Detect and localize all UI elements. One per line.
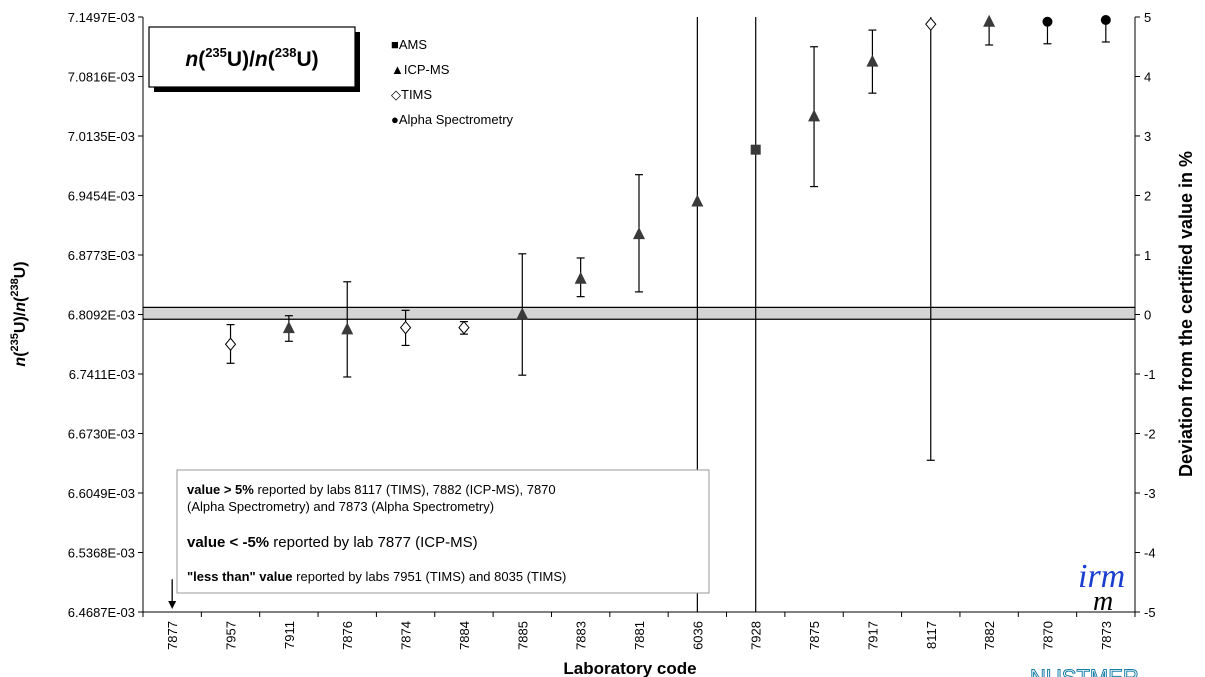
x-tick-label: 7957 <box>224 621 239 650</box>
less-than-arrow-head <box>168 601 177 610</box>
y-axis-title-right: Deviation from the certified value in % <box>1176 151 1196 477</box>
y-tick-label-left: 6.6049E-03 <box>68 486 135 501</box>
y-tick-label-left: 7.0816E-03 <box>68 70 135 85</box>
alpha-spectrometry-point <box>1100 14 1111 25</box>
x-tick-label: 7876 <box>340 621 355 650</box>
certified-band <box>143 307 1135 320</box>
x-tick-label: 7911 <box>282 621 297 649</box>
y-tick-label-right: 3 <box>1144 129 1151 144</box>
note-line-1: value > 5% reported by labs 8117 (TIMS),… <box>187 482 556 497</box>
icp-ms-point <box>808 109 821 122</box>
tims-point <box>458 320 470 335</box>
x-tick-layer: 7877 7957 7911 7876 7874 7884 7885 7883 7881 6036… <box>142 612 1136 650</box>
legend-label: AMS <box>399 37 428 52</box>
icp-ms-point <box>341 322 354 335</box>
y-tick-label-right: -3 <box>1144 486 1156 501</box>
legend-label: ICP-MS <box>404 62 450 77</box>
y-tick-label-left: 6.5368E-03 <box>68 546 135 561</box>
inset-title-box <box>148 26 356 88</box>
inset-title: n(235U)/n(238U) <box>185 45 318 71</box>
note-line-2: (Alpha Spectrometry) and 7873 (Alpha Spe… <box>187 499 494 514</box>
x-tick-label: 7882 <box>982 621 997 650</box>
y-tick-label-left: 7.0135E-03 <box>68 129 135 144</box>
y-tick-label-left: 7.1497E-03 <box>68 10 135 25</box>
y-tick-label-right: -2 <box>1144 427 1156 442</box>
alpha-spectrometry-point <box>1042 16 1053 27</box>
x-tick-label: 7874 <box>399 621 414 650</box>
y-tick-label-left: 6.7411E-03 <box>69 367 135 382</box>
note-line-4: "less than" value reported by labs 7951 … <box>187 569 566 584</box>
x-tick-label: 7877 <box>165 621 180 650</box>
legend-label: TIMS <box>401 87 432 102</box>
logo-bottom-text: m <box>1093 586 1113 617</box>
y-tick-label-left: 6.8092E-03 <box>68 308 135 323</box>
legend-label: Alpha Spectrometry <box>399 112 514 127</box>
tims-point <box>224 337 237 352</box>
legend: ■AMS▲ICP-MS◇TIMS●Alpha Spectrometry <box>391 37 514 127</box>
icp-ms-point <box>574 271 587 284</box>
legend-entry: ◇TIMS <box>391 87 432 102</box>
y-tick-label-right: 4 <box>1144 70 1151 85</box>
y-tick-layer: 7.1497E-03 5 7.0816E-03 4 7.0135E-03 3 6.9454E… <box>68 10 1156 620</box>
irmm-logo: irm m <box>1078 558 1125 617</box>
x-tick-label: 7928 <box>749 621 764 650</box>
x-tick-label: 7885 <box>515 621 530 650</box>
y-tick-label-left: 6.6730E-03 <box>68 427 135 442</box>
x-tick-label: 7870 <box>1040 621 1055 650</box>
y-tick-label-left: 6.8773E-03 <box>68 248 135 263</box>
y-tick-label-right: 2 <box>1144 189 1151 204</box>
legend-symbol: ▲ <box>391 62 404 77</box>
legend-symbol: ■ <box>391 37 399 52</box>
y-tick-label-right: 0 <box>1144 308 1151 323</box>
x-tick-label: 7917 <box>865 621 880 650</box>
legend-symbol: ◇ <box>391 87 401 102</box>
y-tick-label-right: -5 <box>1144 605 1156 620</box>
x-tick-label: 7881 <box>632 621 647 650</box>
tims-point <box>399 320 412 335</box>
x-tick-label: 7883 <box>574 621 589 650</box>
ams-point <box>750 144 761 155</box>
notes-box <box>176 469 710 594</box>
x-tick-label: 6036 <box>690 621 705 650</box>
y-tick-label-right: 5 <box>1144 10 1151 25</box>
x-axis-title: Laboratory code <box>563 659 696 677</box>
x-tick-label: 7875 <box>807 621 822 650</box>
logo-top-text: irm <box>1078 558 1125 595</box>
y-tick-label-right: 1 <box>1144 248 1151 263</box>
icp-ms-point <box>691 194 704 207</box>
y-tick-label-left: 6.4687E-03 <box>68 605 135 620</box>
icp-ms-point <box>282 321 295 334</box>
icp-ms-point <box>633 227 645 240</box>
certified-band-layer <box>143 306 1135 320</box>
note-line-3: value < -5% reported by lab 7877 (ICP-MS… <box>187 534 478 551</box>
y-tick-label-right: -1 <box>1144 367 1156 382</box>
tims-point <box>925 17 937 31</box>
x-tick-label: 7884 <box>457 621 472 650</box>
legend-entry: ■AMS <box>391 37 427 52</box>
y-tick-label-left: 6.9454E-03 <box>68 189 135 204</box>
legend-entry: ●Alpha Spectrometry <box>391 112 514 127</box>
footer-fragment: NUSTMER <box>1030 665 1139 677</box>
y-tick-label-right: -4 <box>1144 546 1156 561</box>
legend-symbol: ● <box>391 112 399 127</box>
point-layer <box>168 14 1111 610</box>
icp-ms-point <box>983 14 996 27</box>
x-tick-label: 8117 <box>924 621 939 649</box>
icp-ms-point <box>866 54 879 67</box>
legend-entry: ▲ICP-MS <box>391 62 450 77</box>
x-tick-label: 7873 <box>1099 621 1114 650</box>
y-axis-title-left: n(235U)/n(238U) <box>9 261 29 366</box>
icp-ms-point <box>516 307 529 320</box>
